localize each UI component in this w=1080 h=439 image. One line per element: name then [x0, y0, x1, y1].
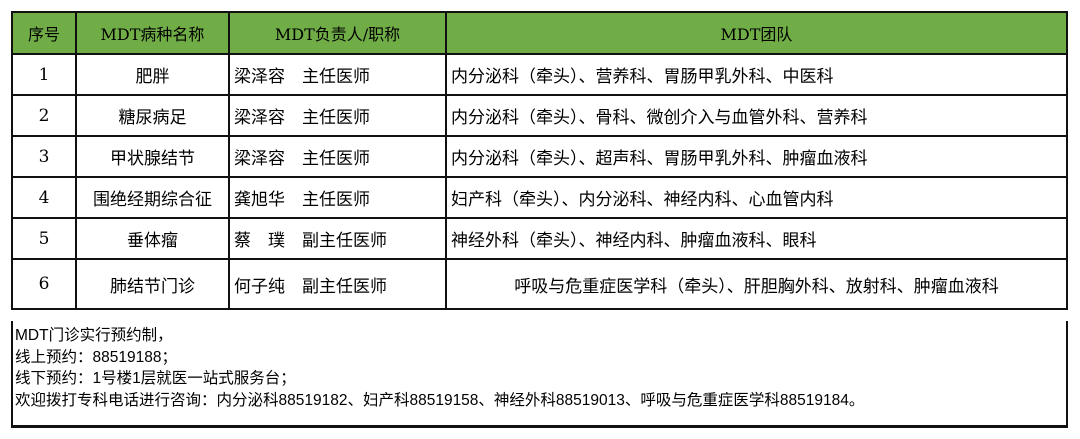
row-lead: 何子纯 副主任医师 — [228, 258, 447, 310]
row-lead: 蔡 璞 副主任医师 — [228, 217, 447, 260]
row-team: 内分泌科（牵头）、骨科、微创介入与血管外科、营养科 — [445, 94, 1068, 137]
note-line: 线上预约：88519188； — [15, 348, 177, 366]
table-row: 5 垂体瘤蔡 璞 副主任医师 神经外科（牵头）、神经内科、肿瘤血液科、眼科 — [11, 217, 1068, 260]
row-team: 内分泌科（牵头）、超声科、胃肠甲乳外科、肿瘤血液科 — [445, 135, 1068, 178]
table-row: 4 围绝经期综合征 龚旭华 主任医师 妇产科（牵头）、内分泌科、神经内科、心血管内科 — [11, 176, 1068, 219]
row-no: 3 — [11, 135, 77, 178]
table-row: 1 肥胖 梁泽容 主任医师 内分泌科（牵头）、营养科、胃肠甲乳外科、中医科 — [11, 53, 1068, 96]
row-no: 4 — [11, 176, 77, 219]
row-disease: 肺结节门诊 — [75, 258, 230, 310]
row-lead: 梁泽容 主任医师 — [228, 53, 447, 96]
header-team: MDT团队 — [445, 11, 1068, 55]
row-team: 妇产科（牵头）、内分泌科、神经内科、心血管内科 — [445, 176, 1068, 219]
header-disease: MDT病种名称 — [75, 11, 230, 55]
row-disease: 肥胖 — [75, 53, 230, 96]
row-no: 5 — [11, 217, 77, 260]
header-lead: MDT负责人/职称 — [228, 11, 447, 55]
row-lead: 龚旭华 主任医师 — [228, 176, 447, 219]
header-row: 序号 MDT病种名称 MDT负责人/职称 MDT团队 — [11, 11, 1068, 55]
row-disease: 垂体瘤 — [75, 217, 230, 260]
note-line: 欢迎拨打专科电话进行咨询：内分泌科88519182、妇产科88519158、神经… — [15, 391, 865, 409]
note-line: 线下预约：1号楼1层就医一站式服务台； — [15, 370, 296, 387]
table-row: 3 甲状腺结节 梁泽容 主任医师 内分泌科（牵头）、超声科、胃肠甲乳外科、肿瘤血液科 — [11, 135, 1068, 178]
header-no: 序号 — [11, 11, 77, 55]
row-team: 内分泌科（牵头）、营养科、胃肠甲乳外科、中医科 — [445, 53, 1068, 96]
row-disease: 甲状腺结节 — [75, 135, 230, 178]
row-lead: 梁泽容 主任医师 — [228, 135, 447, 178]
mdt-table: 序号 MDT病种名称 MDT负责人/职称 MDT团队 1 肥胖 梁泽容 主任医师 内分… — [11, 11, 1068, 310]
row-no: 2 — [11, 94, 77, 137]
note-line: MDT门诊实行预约制， — [15, 327, 173, 344]
row-lead: 梁泽容 主任医师 — [228, 94, 447, 137]
row-team: 呼吸与危重症医学科（牵头）、肝胆胸外科、放射科、肿瘤血液科 — [445, 258, 1068, 310]
row-disease: 糖尿病足 — [75, 94, 230, 137]
row-no: 1 — [11, 53, 77, 96]
table-row: 6 肺结节门诊 何子纯 副主任医师 呼吸与危重症医学科（牵头）、肝胆胸外科、放射科、肿… — [11, 258, 1068, 310]
notes-block: MDT门诊实行预约制， 线上预约：88519188； 线下预约：1号楼1层就医一… — [11, 321, 1068, 428]
row-no: 6 — [11, 258, 77, 310]
table-row: 2 糖尿病足 梁泽容 主任医师 内分泌科（牵头）、骨科、微创介入与血管外科、营养科 — [11, 94, 1068, 137]
row-disease: 围绝经期综合征 — [75, 176, 230, 219]
row-team: 神经外科（牵头）、神经内科、肿瘤血液科、眼科 — [445, 217, 1068, 260]
